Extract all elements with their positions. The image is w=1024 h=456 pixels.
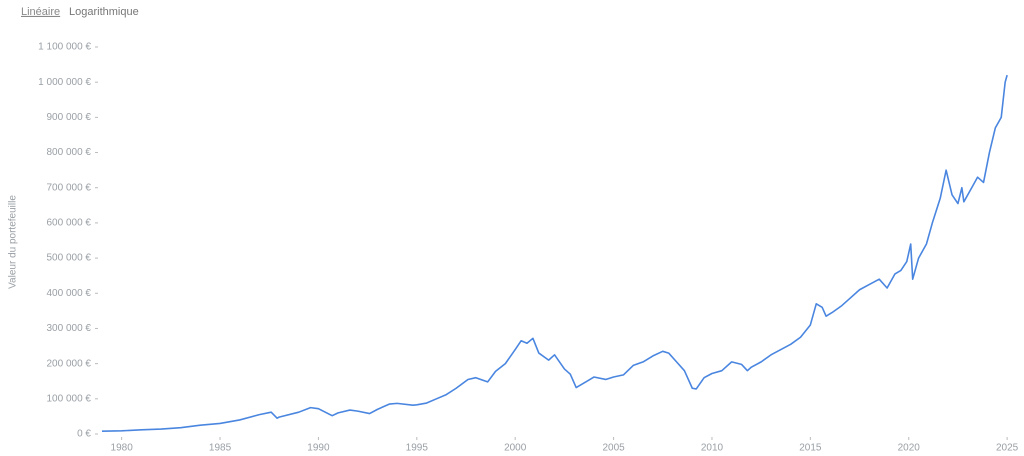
y-tick-label: 1 000 000 € [38, 77, 91, 88]
x-tick-label: 1985 [209, 443, 232, 454]
x-tick-label: 2000 [504, 443, 527, 454]
y-tick-label: 0 € [77, 429, 91, 440]
y-tick-label: 800 000 € [47, 147, 92, 158]
y-tick-label: 600 000 € [47, 218, 92, 229]
x-tick-label: 1995 [406, 443, 429, 454]
y-tick-label: 500 000 € [47, 253, 92, 264]
y-tick-label: 1 100 000 € [38, 42, 91, 53]
x-tick-label: 2005 [602, 443, 625, 454]
tab-linear[interactable]: Linéaire [21, 6, 60, 18]
x-tick-label: 2015 [799, 443, 822, 454]
x-tick-label: 2010 [701, 443, 724, 454]
y-tick-label: 900 000 € [47, 112, 92, 123]
y-tick-label: 300 000 € [47, 323, 92, 334]
line-series [101, 74, 1008, 432]
y-tick-label: 100 000 € [47, 393, 92, 404]
x-tick-label: 2025 [996, 443, 1019, 454]
x-tick-label: 1980 [111, 443, 134, 454]
x-tick-label: 2020 [898, 443, 921, 454]
tab-log[interactable]: Logarithmique [69, 6, 139, 18]
y-axis-label: Valeur du portefeuille [8, 195, 19, 289]
y-tick-label: 200 000 € [47, 358, 92, 369]
x-tick-label: 1990 [307, 443, 330, 454]
y-tick-label: 700 000 € [47, 182, 92, 193]
y-tick-label: 400 000 € [47, 288, 92, 299]
